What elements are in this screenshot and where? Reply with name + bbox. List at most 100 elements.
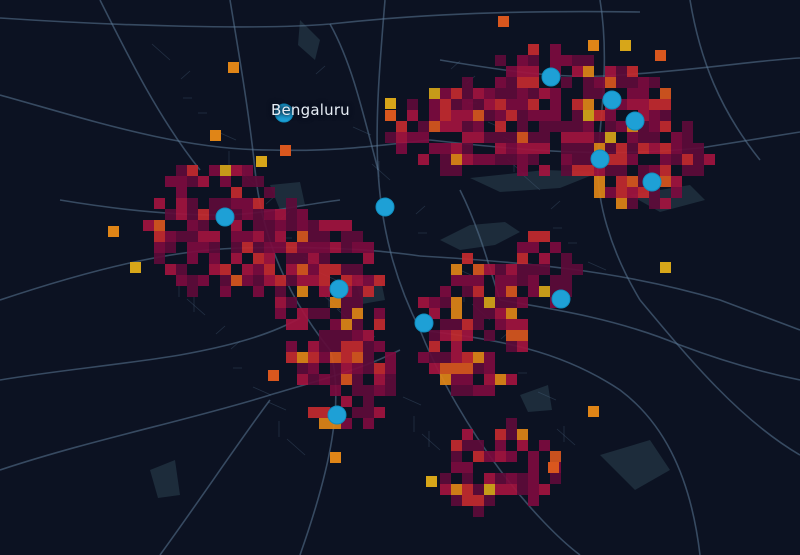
heatmap-cell [341, 341, 352, 352]
heatmap-cell [253, 242, 264, 253]
heatmap-cell [473, 363, 484, 374]
heatmap-cell [176, 198, 187, 209]
heatmap-cell [517, 88, 528, 99]
heatmap-cell [429, 121, 440, 132]
heatmap-cell [253, 209, 264, 220]
circle-marker-icon[interactable] [274, 103, 294, 123]
street-line [230, 340, 241, 350]
heatmap-cell [385, 98, 396, 109]
heatmap-cell [627, 88, 638, 99]
heatmap-cell [539, 264, 550, 275]
heatmap-cell [627, 66, 638, 77]
heatmap-cell [473, 495, 484, 506]
street-line [352, 126, 372, 136]
street-line [180, 70, 191, 80]
heatmap-cell [495, 264, 506, 275]
circle-marker-icon[interactable] [327, 405, 347, 425]
road-line [0, 317, 301, 381]
heatmap-cell [649, 198, 660, 209]
heatmap-cell [660, 88, 671, 99]
heatmap-cell [330, 374, 341, 385]
heatmap-cell [506, 473, 517, 484]
circle-marker-icon[interactable] [329, 279, 349, 299]
heatmap-cell [264, 209, 275, 220]
heatmap-cell [627, 154, 638, 165]
heatmap-cell [209, 231, 220, 242]
heatmap-cell [231, 165, 242, 176]
heatmap-cell [451, 110, 462, 121]
heatmap-cell [264, 253, 275, 264]
heatmap-cell [473, 264, 484, 275]
circle-marker-icon[interactable] [642, 172, 662, 192]
heatmap-cell [253, 275, 264, 286]
heatmap-cell [462, 473, 473, 484]
heatmap-cell [231, 231, 242, 242]
heatmap-cell [550, 451, 561, 462]
heatmap-cell [228, 62, 239, 73]
heatmap-cell [451, 352, 462, 363]
circle-marker-icon[interactable] [551, 289, 571, 309]
heatmap-cell [660, 99, 671, 110]
street-line [371, 163, 391, 181]
heatmap-cell [330, 352, 341, 363]
heatmap-cell [462, 374, 473, 385]
road-line [229, 0, 331, 351]
heatmap-cell [517, 121, 528, 132]
heatmap-cell [550, 55, 561, 66]
heatmap-cell [506, 308, 517, 319]
heatmap-cell [649, 110, 660, 121]
lake-shape [600, 440, 670, 490]
heatmap-cell [341, 220, 352, 231]
heatmap-cell [198, 176, 209, 187]
heatmap-cell [528, 473, 539, 484]
heatmap-cell [341, 330, 352, 341]
heatmap-cell [528, 132, 539, 143]
heatmap-cell [638, 132, 649, 143]
street-line [186, 298, 206, 316]
circle-marker-icon[interactable] [541, 67, 561, 87]
heatmap-cell [495, 308, 506, 319]
heatmap-cell [517, 297, 528, 308]
heatmap-cell [462, 77, 473, 88]
heatmap-cell [462, 319, 473, 330]
heatmap-cell [473, 506, 484, 517]
heatmap-cell [528, 66, 539, 77]
road-line [329, 23, 379, 171]
heatmap-cell [363, 242, 374, 253]
heatmap-cell [451, 154, 462, 165]
heatmap-cell [165, 242, 176, 253]
heatmap-cell [242, 198, 253, 209]
heatmap-cell [506, 429, 517, 440]
heatmap-cell [319, 330, 330, 341]
circle-marker-icon[interactable] [375, 197, 395, 217]
heatmap-cell [517, 429, 528, 440]
heatmap-cell [660, 198, 671, 209]
circle-marker-icon[interactable] [414, 313, 434, 333]
heatmap-cell [341, 308, 352, 319]
heatmap-cell [484, 88, 495, 99]
heatmap-cell [517, 440, 528, 451]
heatmap-cell [374, 374, 385, 385]
heatmap-cell [451, 121, 462, 132]
heatmap-cell [506, 418, 517, 429]
heatmap-cell [242, 275, 253, 286]
heatmap-cell [572, 110, 583, 121]
heatmap-cell [638, 88, 649, 99]
heatmap-cell [297, 319, 308, 330]
heatmap-cell [539, 440, 550, 451]
heatmap-cell [176, 176, 187, 187]
heatmap-cell [462, 352, 473, 363]
circle-marker-icon[interactable] [590, 149, 610, 169]
circle-marker-icon[interactable] [215, 207, 235, 227]
heatmap-cell [528, 55, 539, 66]
heatmap-cell [484, 495, 495, 506]
road-line [0, 94, 431, 152]
heatmap-cell [341, 396, 352, 407]
heatmap-cell [187, 165, 198, 176]
circle-marker-icon[interactable] [625, 111, 645, 131]
heatmap-cell [495, 99, 506, 110]
circle-marker-icon[interactable] [602, 90, 622, 110]
heatmap-cell [253, 264, 264, 275]
heatmap-cell [517, 165, 528, 176]
